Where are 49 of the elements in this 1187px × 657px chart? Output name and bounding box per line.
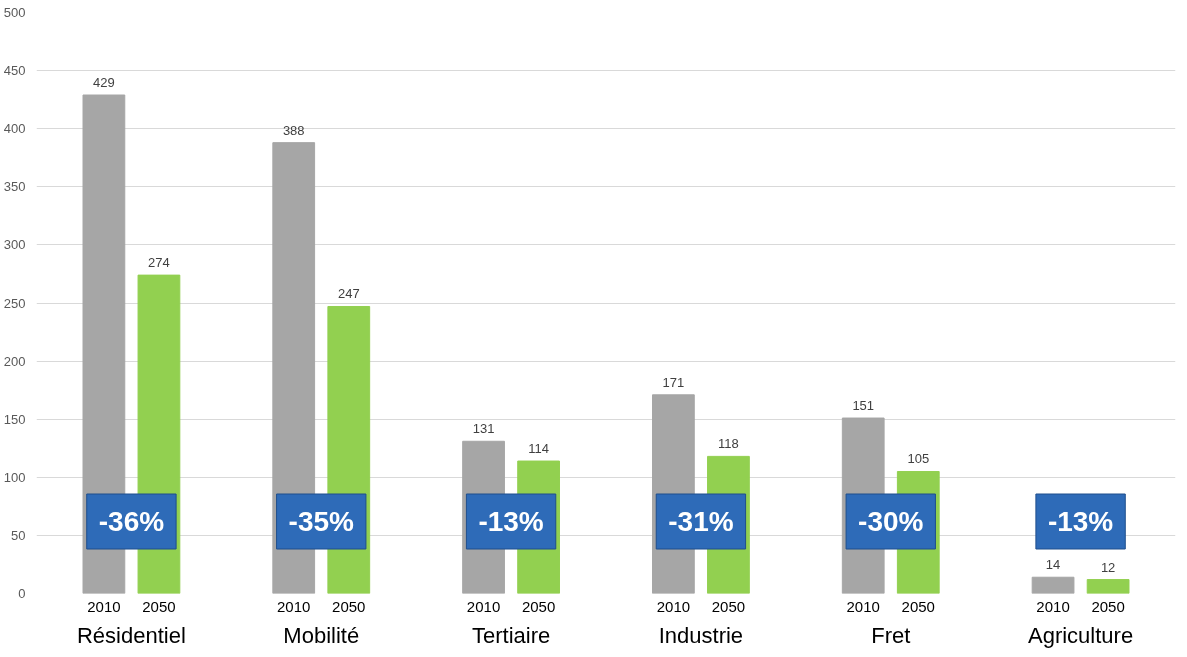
x-tick-label: Résidentiel xyxy=(77,622,186,648)
bar xyxy=(1086,579,1130,594)
x-tick-label: Mobilité xyxy=(283,622,360,648)
data-label: 247 xyxy=(337,286,360,302)
annotation: -13% xyxy=(1047,506,1114,537)
text: 2050 xyxy=(1091,597,1125,615)
annotation: -30% xyxy=(858,506,924,537)
y-tick-label: 200 xyxy=(3,353,26,369)
data-label: 114 xyxy=(528,441,549,457)
x-tick-label: Tertiaire xyxy=(471,622,551,648)
x-tick-label: Industrie xyxy=(658,622,744,648)
text: 2050 xyxy=(332,597,366,615)
annotation: -35% xyxy=(288,506,355,537)
data-label: 388 xyxy=(282,122,305,138)
annotation: -36% xyxy=(98,506,165,537)
y-tick-label: 100 xyxy=(3,469,26,485)
data-label: 131 xyxy=(472,421,495,437)
data-label: 274 xyxy=(148,255,170,271)
text: 2010 xyxy=(466,597,501,615)
text: 2010 xyxy=(656,597,691,615)
x-tick-label: Fret xyxy=(871,622,911,648)
data-label: 118 xyxy=(718,436,739,452)
text: 2050 xyxy=(901,597,935,615)
data-label: 171 xyxy=(662,374,685,390)
y-tick-label: 0 xyxy=(18,586,26,601)
y-tick-label: 400 xyxy=(3,121,26,137)
y-tick-label: 250 xyxy=(3,295,26,311)
data-label: 105 xyxy=(907,451,930,467)
series-label: 2010 xyxy=(87,597,121,615)
annotation: -13% xyxy=(478,506,544,537)
text: 2050 xyxy=(521,597,556,615)
data-label: 429 xyxy=(93,75,115,90)
series-label: 2050 xyxy=(142,597,176,615)
x-tick-label: Agriculture xyxy=(1028,622,1134,648)
data-label: 12 xyxy=(1100,559,1116,575)
y-tick-label: 450 xyxy=(3,63,26,79)
data-label: 151 xyxy=(852,398,875,414)
annotation: -31% xyxy=(668,506,734,537)
text: 2010 xyxy=(277,597,311,615)
y-tick-label: 50 xyxy=(11,527,26,543)
y-tick-label: 350 xyxy=(3,179,26,195)
data-label: 14 xyxy=(1045,557,1061,573)
y-tick-label: 150 xyxy=(3,411,26,427)
y-tick-label: 300 xyxy=(3,237,26,253)
text: 2010 xyxy=(846,597,880,615)
text: 2050 xyxy=(711,597,746,615)
bar xyxy=(1031,576,1075,594)
text: 2010 xyxy=(1036,597,1070,615)
y-tick-label: 500 xyxy=(3,5,26,20)
